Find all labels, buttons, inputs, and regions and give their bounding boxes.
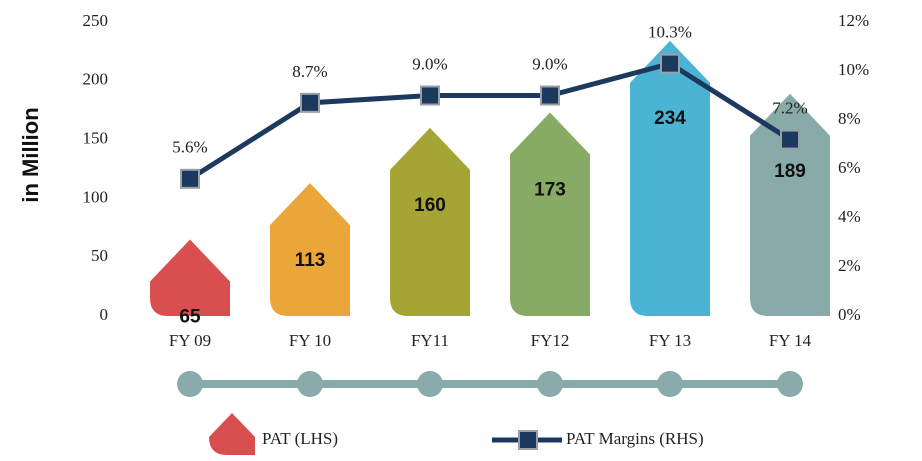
timeline-dot — [537, 371, 563, 397]
y2-tick-label: 6% — [838, 158, 861, 177]
timeline-dot — [177, 371, 203, 397]
y-tick-label: 250 — [83, 11, 109, 30]
line-value-label: 8.7% — [292, 62, 327, 81]
y-tick-label: 0 — [100, 305, 109, 324]
legend-label: PAT Margins (RHS) — [566, 429, 704, 448]
y-tick-label: 50 — [91, 246, 108, 265]
bar — [270, 183, 350, 316]
y-tick-label: 150 — [83, 129, 109, 148]
y2-tick-label: 10% — [838, 60, 869, 79]
line-marker — [780, 129, 800, 150]
bar — [510, 112, 590, 316]
y2-tick-label: 4% — [838, 207, 861, 226]
y2-tick-label: 12% — [838, 11, 869, 30]
bar — [150, 239, 230, 316]
line-value-label: 9.0% — [412, 54, 447, 73]
x-tick-label: FY11 — [411, 331, 449, 350]
line-marker — [540, 85, 560, 106]
bar-value-label: 173 — [534, 180, 566, 201]
bar — [630, 40, 710, 316]
line — [188, 60, 792, 181]
x-tick-label: FY12 — [531, 331, 570, 350]
legend-label: PAT (LHS) — [262, 429, 338, 448]
bar — [750, 93, 830, 317]
timeline-dot — [417, 371, 443, 397]
y2-tick-label: 8% — [838, 109, 861, 128]
bar-value-label: 65 — [179, 307, 201, 328]
line-marker — [420, 85, 440, 106]
timeline-dot — [777, 371, 803, 397]
line-value-label: 7.2% — [772, 99, 807, 118]
bar — [390, 127, 470, 316]
x-tick-label: FY 13 — [649, 331, 691, 350]
timeline — [177, 371, 803, 397]
line-value-label: 9.0% — [532, 54, 567, 73]
y2-tick-label: 0% — [838, 305, 861, 324]
legend-bar-icon — [209, 413, 255, 455]
timeline-dot — [657, 371, 683, 397]
bar-value-label: 234 — [654, 108, 686, 129]
line-marker — [180, 168, 200, 189]
line-marker — [300, 92, 320, 113]
y-axis-label: in Million — [18, 107, 43, 202]
x-tick-label: FY 10 — [289, 331, 331, 350]
line-value-label: 5.6% — [172, 138, 207, 157]
y2-tick-label: 2% — [838, 256, 861, 275]
bar-value-label: 160 — [414, 195, 446, 216]
legend-marker-icon — [518, 430, 538, 450]
x-tick-label: FY 09 — [169, 331, 211, 350]
bar-value-label: 189 — [774, 161, 806, 182]
timeline-dot — [297, 371, 323, 397]
line-marker — [660, 53, 680, 74]
y-tick-label: 200 — [83, 70, 109, 89]
bar-value-label: 113 — [295, 250, 326, 271]
y-tick-label: 100 — [83, 187, 109, 206]
x-tick-label: FY 14 — [769, 331, 812, 350]
line-value-label: 10.3% — [648, 23, 692, 42]
